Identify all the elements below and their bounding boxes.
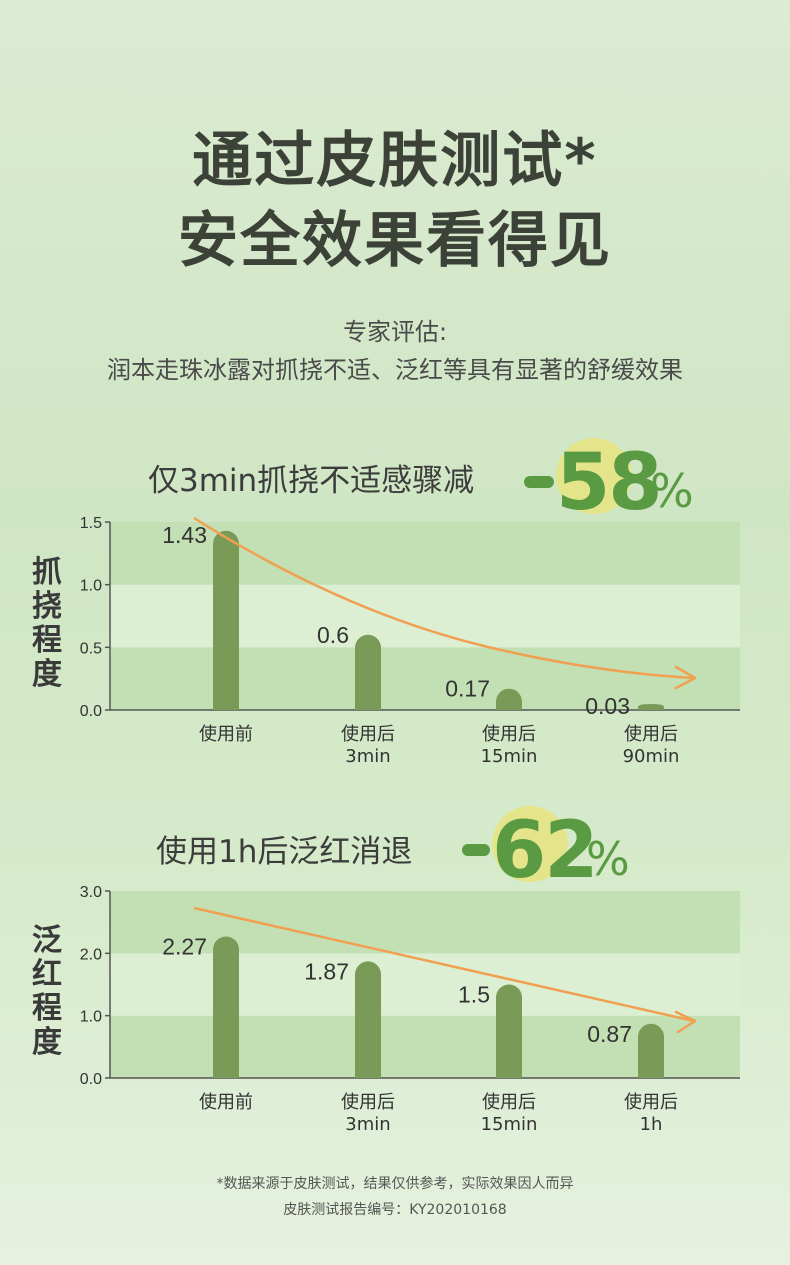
minus-sign [524,476,554,488]
chart2-tick-label: 3.0 [80,884,102,901]
highlight-circle-decoration [556,438,632,514]
chart2-trend-line [193,906,695,1023]
chart1-bar [213,530,239,710]
chart2-category-label: 使用后 [482,1092,536,1113]
chart2-ylabel: 泛红程度 [32,923,62,1060]
chart2-bar [213,936,239,1078]
minus-sign [462,844,490,856]
chart1-data-label: 0.17 [445,676,490,702]
chart2-category-label: 1h [640,1114,663,1135]
chart1-bar [496,688,522,710]
page-title-line2: 安全效果看得见 [178,206,612,276]
chart1-data-label: 1.43 [162,522,207,548]
chart2-percent-number: 62 [492,806,599,896]
chart2-tick-label: 1.0 [80,1009,102,1026]
chart1-category-label: 15min [481,746,538,767]
expert-label: 专家评估: [342,318,448,346]
chart1-data-label: 0.6 [317,622,349,648]
chart1-category-label: 使用前 [199,724,253,745]
chart2-data-label: 2.27 [162,934,207,960]
chart2-category-label: 使用后 [341,1092,395,1113]
chart1-tick-label: 0.5 [80,640,102,657]
chart2-bar [496,984,522,1078]
chart1-category-label: 使用后 [624,724,678,745]
chart2-bar [638,1023,664,1078]
chart1-percent-number: 58 [556,438,663,528]
expert-statement: 润本走珠冰露对抓挠不适、泛红等具有显著的舒缓效果 [107,356,683,384]
chart2-trend-arrowhead [674,1010,697,1034]
chart1-percent-sign: % [650,464,694,518]
chart2-tick-label: 0.0 [80,1071,102,1088]
chart1-category-label: 使用后 [341,724,395,745]
chart2-data-label: 0.87 [587,1021,632,1047]
chart1-tick-label: 1.0 [80,578,102,595]
chart2-bar [355,961,381,1078]
chart1-trend-arrowhead [674,665,697,690]
chart1-tick-label: 1.5 [80,515,102,532]
chart1-headline: 仅3min抓挠不适感骤减 [148,463,475,499]
chart2-data-label: 1.5 [458,982,490,1008]
chart1-tick-label: 0.0 [80,703,102,720]
chart1-category-label: 3min [345,746,390,767]
footnote-report-number: 皮肤测试报告编号：KY202010168 [283,1202,507,1218]
chart2-category-label: 使用后 [624,1092,678,1113]
chart1-bar [638,704,664,710]
chart1-ylabel: 抓挠程度 [32,555,62,692]
chart1-trend-line [193,516,695,680]
chart2-headline: 使用1h后泛红消退 [156,834,413,870]
chart2-percent-sign: % [586,832,630,886]
chart2-band [110,953,740,1016]
chart2-category-label: 使用前 [199,1092,253,1113]
chart1-category-label: 使用后 [482,724,536,745]
chart2-category-label: 15min [481,1114,538,1135]
chart1-category-label: 90min [623,746,680,767]
page-title-line1: 通过皮肤测试* [192,126,598,196]
highlight-circle-decoration [492,806,568,882]
chart1-data-label: 0.03 [585,693,630,719]
chart2-highlight: 62 % [462,806,642,896]
chart2-category-label: 3min [345,1114,390,1135]
chart1-bar [355,634,381,710]
chart1-highlight: 58 % [524,438,704,528]
chart2-tick-label: 2.0 [80,946,102,963]
footnote-disclaimer: *数据来源于皮肤测试，结果仅供参考，实际效果因人而异 [216,1176,574,1192]
chart2-data-label: 1.87 [304,958,349,984]
